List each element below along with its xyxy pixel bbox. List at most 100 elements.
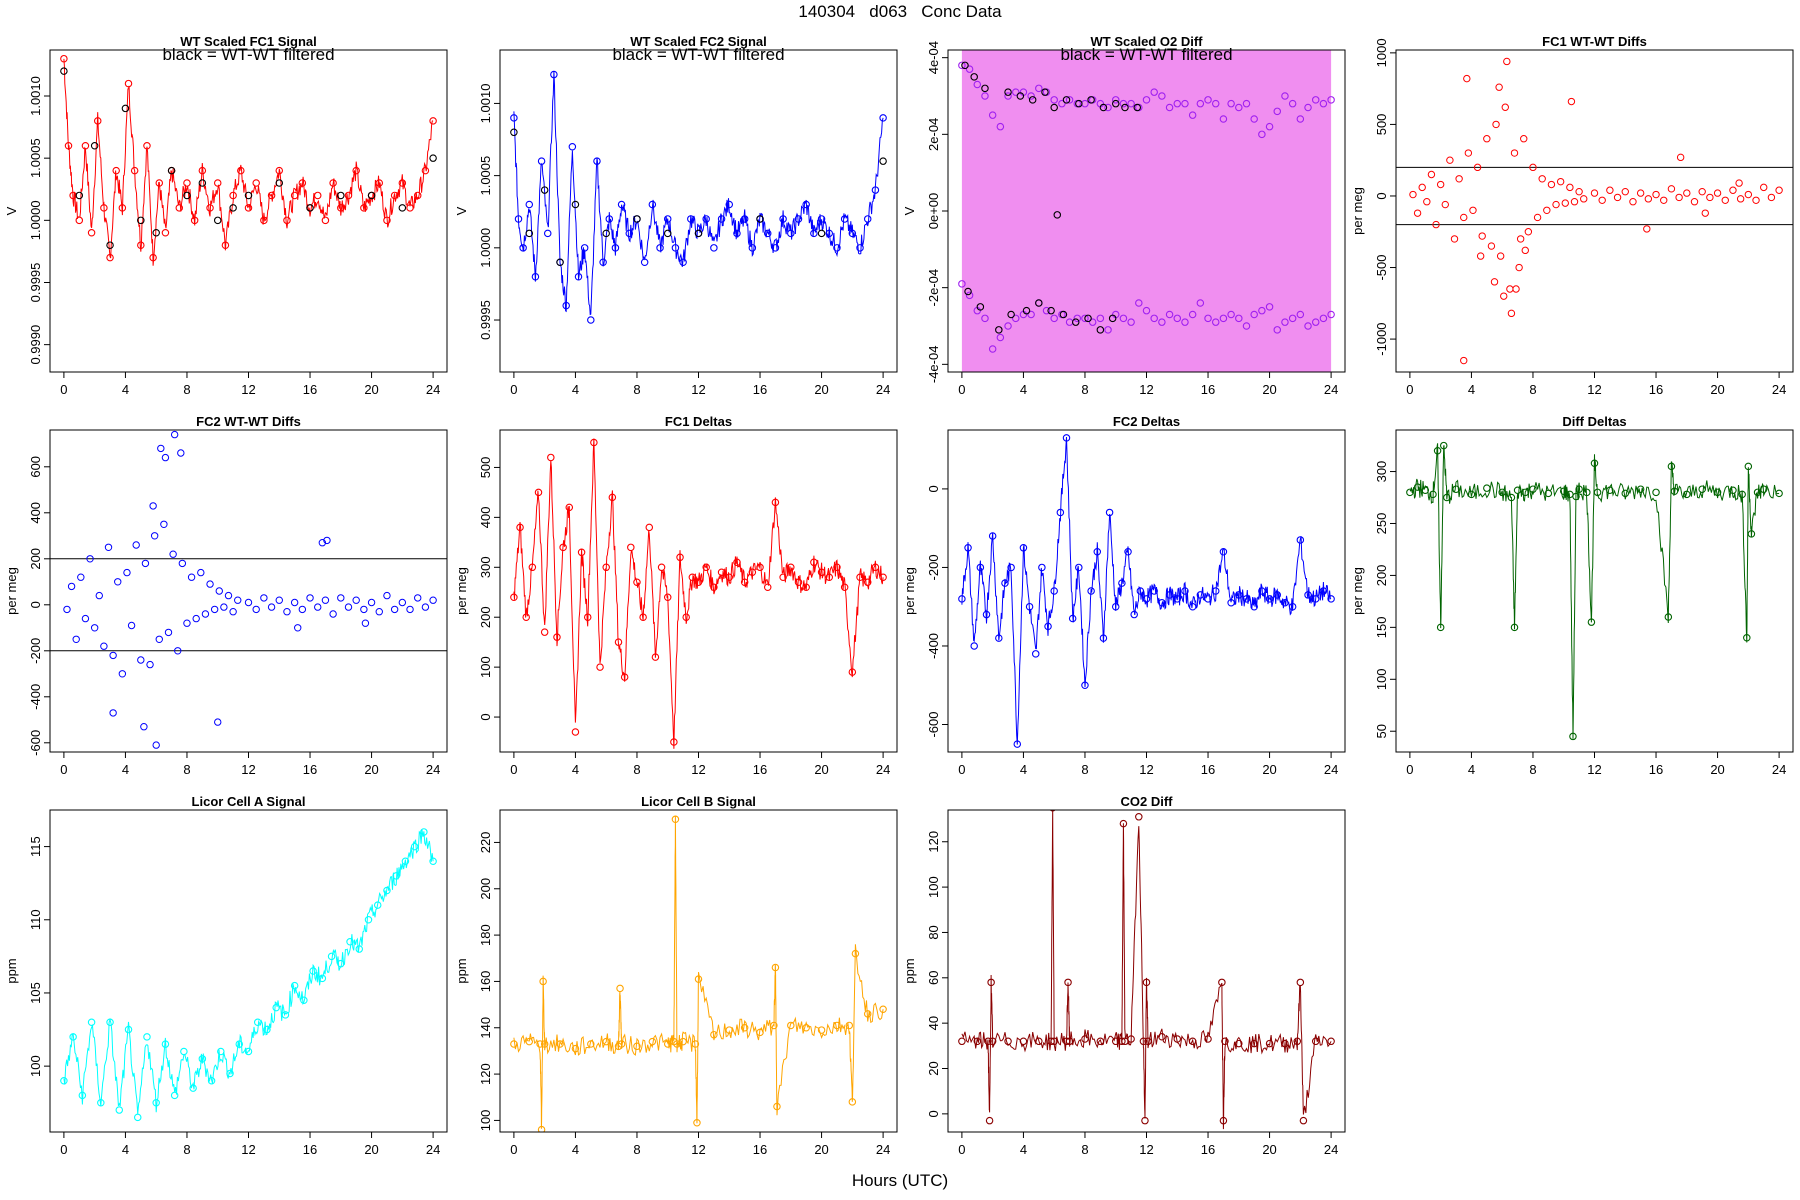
x-tick-label: 24 (1324, 762, 1338, 777)
data-point (1421, 486, 1430, 494)
data-point (1118, 579, 1126, 587)
data-point (217, 1047, 225, 1056)
data-point (124, 1025, 133, 1034)
data-point (1538, 175, 1546, 183)
data-point (346, 937, 354, 946)
data-point (562, 301, 570, 310)
data-point (965, 65, 974, 73)
data-point (1007, 310, 1015, 319)
data-point (152, 741, 160, 749)
data-point (663, 229, 672, 238)
data-point (1729, 486, 1737, 494)
data-point (1065, 96, 1074, 104)
data-point (1288, 99, 1297, 108)
data-point (213, 179, 222, 187)
data-point (161, 229, 170, 237)
data-point (1643, 225, 1651, 233)
data-point (988, 345, 997, 353)
data-point (1281, 92, 1289, 100)
data-point (1483, 484, 1491, 492)
data-point (1188, 602, 1197, 611)
series-1 (510, 438, 887, 749)
data-point (1432, 220, 1440, 229)
data-point (958, 595, 966, 603)
chart-title: Licor Cell A Signal (192, 794, 306, 809)
data-point (733, 229, 741, 238)
data-point (1059, 310, 1068, 319)
data-point (763, 583, 772, 592)
data-point (267, 191, 276, 200)
data-point (1104, 326, 1112, 334)
data-point (221, 241, 230, 249)
data-point (1041, 88, 1049, 96)
data-point (1050, 96, 1058, 104)
data-point (879, 157, 887, 165)
data-point (140, 723, 148, 731)
data-point (137, 656, 145, 664)
data-point (1099, 634, 1108, 642)
y-axis-label: ppm (4, 958, 19, 983)
data-point (599, 258, 607, 267)
x-tick-label: 16 (303, 382, 317, 397)
x-tick-label: 4 (1020, 382, 1027, 397)
data-point (72, 635, 80, 643)
data-point (540, 628, 549, 636)
data-point (192, 614, 200, 623)
data-point (1142, 306, 1151, 315)
data-point (1065, 1037, 1074, 1046)
data-point (1181, 99, 1189, 108)
data-point (197, 568, 205, 577)
data-point (740, 215, 749, 223)
y-tick-label: 600 (28, 456, 43, 478)
series-1 (958, 810, 1335, 1130)
data-point (118, 670, 127, 678)
data-point (1011, 88, 1020, 96)
data-point (155, 635, 163, 643)
x-tick-label: 12 (241, 1142, 255, 1157)
x-tick-label: 8 (633, 1142, 640, 1157)
data-point (531, 272, 540, 281)
data-point (390, 605, 399, 614)
data-point (559, 543, 567, 552)
data-point (543, 229, 552, 238)
data-point (787, 229, 795, 238)
series-1 (63, 430, 242, 749)
data-point (973, 1037, 982, 1046)
data-point (306, 204, 314, 212)
data-point (1165, 103, 1174, 112)
data-point (1296, 115, 1305, 123)
data-point (845, 1021, 854, 1030)
data-point (1418, 183, 1426, 192)
data-point (1038, 563, 1046, 572)
data-point (1690, 197, 1699, 206)
data-point (1007, 563, 1015, 572)
data-point (1258, 130, 1266, 139)
data-point (1108, 314, 1117, 323)
data-point (1427, 170, 1436, 179)
y-axis-label: per meg (1350, 187, 1365, 235)
data-point (1439, 441, 1448, 450)
plot-area (60, 54, 437, 266)
data-point (1515, 263, 1523, 272)
data-point (187, 573, 196, 581)
y-tick-label: 0.9995 (478, 300, 493, 340)
data-point (1242, 322, 1251, 330)
data-point (313, 191, 322, 200)
x-tick-label: 16 (1201, 762, 1215, 777)
data-point (161, 453, 170, 462)
data-point (1556, 177, 1565, 186)
data-point (1621, 489, 1630, 498)
data-point (1743, 633, 1751, 642)
data-point (429, 154, 437, 162)
data-point (1053, 211, 1062, 219)
data-point (602, 563, 610, 572)
y-tick-label: 60 (926, 971, 941, 985)
x-tick-label: 4 (1020, 1142, 1027, 1157)
y-tick-label: 200 (478, 878, 493, 900)
data-point (1265, 1039, 1274, 1048)
data-point (1064, 978, 1072, 987)
y-tick-label: -600 (926, 711, 941, 737)
x-tick-label: 20 (1262, 1142, 1276, 1157)
x-tick-label: 16 (753, 1142, 767, 1157)
data-point (1204, 96, 1212, 104)
